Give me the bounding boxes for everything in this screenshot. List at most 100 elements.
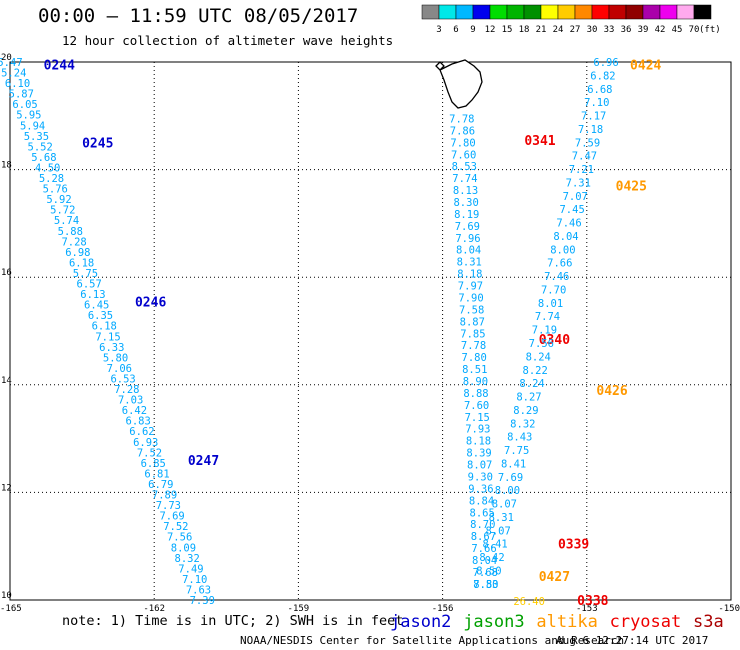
wave-height-value: 5.74 xyxy=(54,215,79,227)
satellite-name-altika: altika xyxy=(536,612,597,632)
wave-height-value: 6.18 xyxy=(69,257,94,269)
legend-swatch xyxy=(438,4,457,20)
wave-height-value: 6.13 xyxy=(80,289,105,301)
legend-tick-label: 9 xyxy=(470,25,475,35)
wave-height-value: 7.78 xyxy=(449,113,474,125)
wave-height-value: 8.39 xyxy=(466,448,491,460)
wave-height-value: 7.56 xyxy=(167,532,192,544)
wave-height-value: 9.36 xyxy=(468,483,493,495)
legend-swatch xyxy=(557,4,576,20)
legend-tick-label: 3 xyxy=(436,25,441,35)
axis-ticks: -165 -162 -159 -156 -153 -150 10 12 14 16 18 20 xyxy=(0,53,740,614)
satellite-legend: jason2 jason3 altika cryosat s3a xyxy=(390,612,724,632)
pass-time-label: 0339 xyxy=(558,538,589,553)
wave-height-value: 7.70 xyxy=(541,284,566,296)
wave-height-value: 8.30 xyxy=(453,197,478,209)
wave-height-value: 6.68 xyxy=(587,84,612,96)
wave-height-value: 8.67 xyxy=(471,531,496,543)
wave-height-value: 7.66 xyxy=(471,543,496,555)
wave-height-value: 8.87 xyxy=(460,316,485,328)
wave-height-value: 8.65 xyxy=(470,507,495,519)
legend-swatch xyxy=(540,4,559,20)
satellite-name-jason3: jason3 xyxy=(463,612,524,632)
wave-height-value: 6.35 xyxy=(88,310,113,322)
wave-height-value: 8.18 xyxy=(466,436,491,448)
wave-height-value: 5.52 xyxy=(28,141,53,153)
wave-height-value: 6.53 xyxy=(110,373,135,385)
footer: note: 1) Time is in UTC; 2) SWH is in fe… xyxy=(62,612,724,647)
wave-height-value: 8.32 xyxy=(175,553,200,565)
wave-height-value: 7.39 xyxy=(190,595,215,607)
wave-height-value: 8.22 xyxy=(523,365,548,377)
wave-height-value: 7.10 xyxy=(182,574,207,586)
satellite-name-cryosat: cryosat xyxy=(610,612,682,632)
x-tick-label: -150 xyxy=(718,604,740,614)
wave-height-value: 8.04 xyxy=(472,555,497,567)
wave-height-value: 5.94 xyxy=(20,120,45,132)
wave-height-value: 5.35 xyxy=(24,131,49,143)
wave-height-value: 7.86 xyxy=(450,125,475,137)
wave-height-value: 8.18 xyxy=(457,269,482,281)
legend-swatch xyxy=(523,4,542,20)
wave-height-value: 8.07 xyxy=(467,460,492,472)
wave-height-value: 6.05 xyxy=(12,99,37,111)
wave-height-value: 7.58 xyxy=(459,304,484,316)
wave-height-value: 6.18 xyxy=(92,321,117,333)
wave-height-value: 8.31 xyxy=(489,512,514,524)
pass-time-label: 0246 xyxy=(135,295,166,310)
wave-height-value: 7.07 xyxy=(563,191,588,203)
y-tick-label: 14 xyxy=(1,376,12,386)
wave-height-value: 7.80 xyxy=(462,352,487,364)
satellite-tracks: 5.475.246.105.876.055.955.945.355.525.68… xyxy=(0,57,662,609)
legend-swatch xyxy=(642,4,661,20)
wave-height-value: 8.07 xyxy=(492,499,517,511)
wave-height-value: 5.72 xyxy=(50,205,75,217)
wave-height-value: 7.17 xyxy=(581,111,606,123)
y-tick-label: 10 xyxy=(1,591,12,601)
pass-time-label: 0424 xyxy=(630,59,661,74)
wave-height-value: 7.75 xyxy=(504,445,529,457)
wave-height-value: 5.28 xyxy=(39,173,64,185)
wave-height-value: 8.43 xyxy=(507,432,532,444)
legend-swatch xyxy=(489,4,508,20)
wave-height-value: 7.52 xyxy=(163,521,188,533)
island-outline xyxy=(435,59,483,109)
wave-height-value: 6.98 xyxy=(65,247,90,259)
wave-height-value: 6.85 xyxy=(141,458,166,470)
wave-height-value: 6.93 xyxy=(133,437,158,449)
wave-height-value: 8.32 xyxy=(510,418,535,430)
y-tick-label: 12 xyxy=(1,483,12,493)
wave-height-value: 8.00 xyxy=(550,244,575,256)
legend-swatch xyxy=(625,4,644,20)
wave-height-value: 7.49 xyxy=(178,563,203,575)
wave-height-value: 7.93 xyxy=(465,424,490,436)
wave-height-value: 7.46 xyxy=(544,271,569,283)
wave-height-value: 6.82 xyxy=(590,70,615,82)
page-subtitle: 12 hour collection of altimeter wave hei… xyxy=(62,33,394,48)
wave-height-value: 8.88 xyxy=(463,388,488,400)
wave-height-value: 7.15 xyxy=(95,331,120,343)
wave-height-value: 8.42 xyxy=(479,552,504,564)
wave-height-value: 7.66 xyxy=(547,258,572,270)
page-title: 00:00 – 11:59 UTC 08/05/2017 xyxy=(38,5,359,27)
pass-time-label: 0245 xyxy=(82,137,113,152)
wave-height-value: 8.13 xyxy=(453,185,478,197)
x-tick-label: -165 xyxy=(0,604,22,614)
footer-timestamp: Aug 6 12:27:14 UTC 2017 xyxy=(556,634,708,647)
legend-tick-label: 12 xyxy=(485,25,496,35)
wave-height-value: 7.73 xyxy=(156,500,181,512)
wave-height-value: 8.27 xyxy=(516,392,541,404)
wave-height-value: 8.07 xyxy=(486,525,511,537)
wave-height-value: 8.00 xyxy=(495,485,520,497)
x-tick-label: -156 xyxy=(432,604,454,614)
legend-swatch xyxy=(591,4,610,20)
legend-tick-label: 30 xyxy=(587,25,598,35)
wave-height-value: 7.06 xyxy=(107,363,132,375)
wave-height-value: 7.89 xyxy=(152,490,177,502)
wave-height-value: 7.74 xyxy=(452,173,477,185)
wave-height-value: 7.03 xyxy=(118,395,143,407)
wave-height-value: 7.63 xyxy=(186,584,211,596)
wave-height-value: 8.29 xyxy=(513,405,538,417)
wave-height-value: 7.28 xyxy=(61,236,86,248)
